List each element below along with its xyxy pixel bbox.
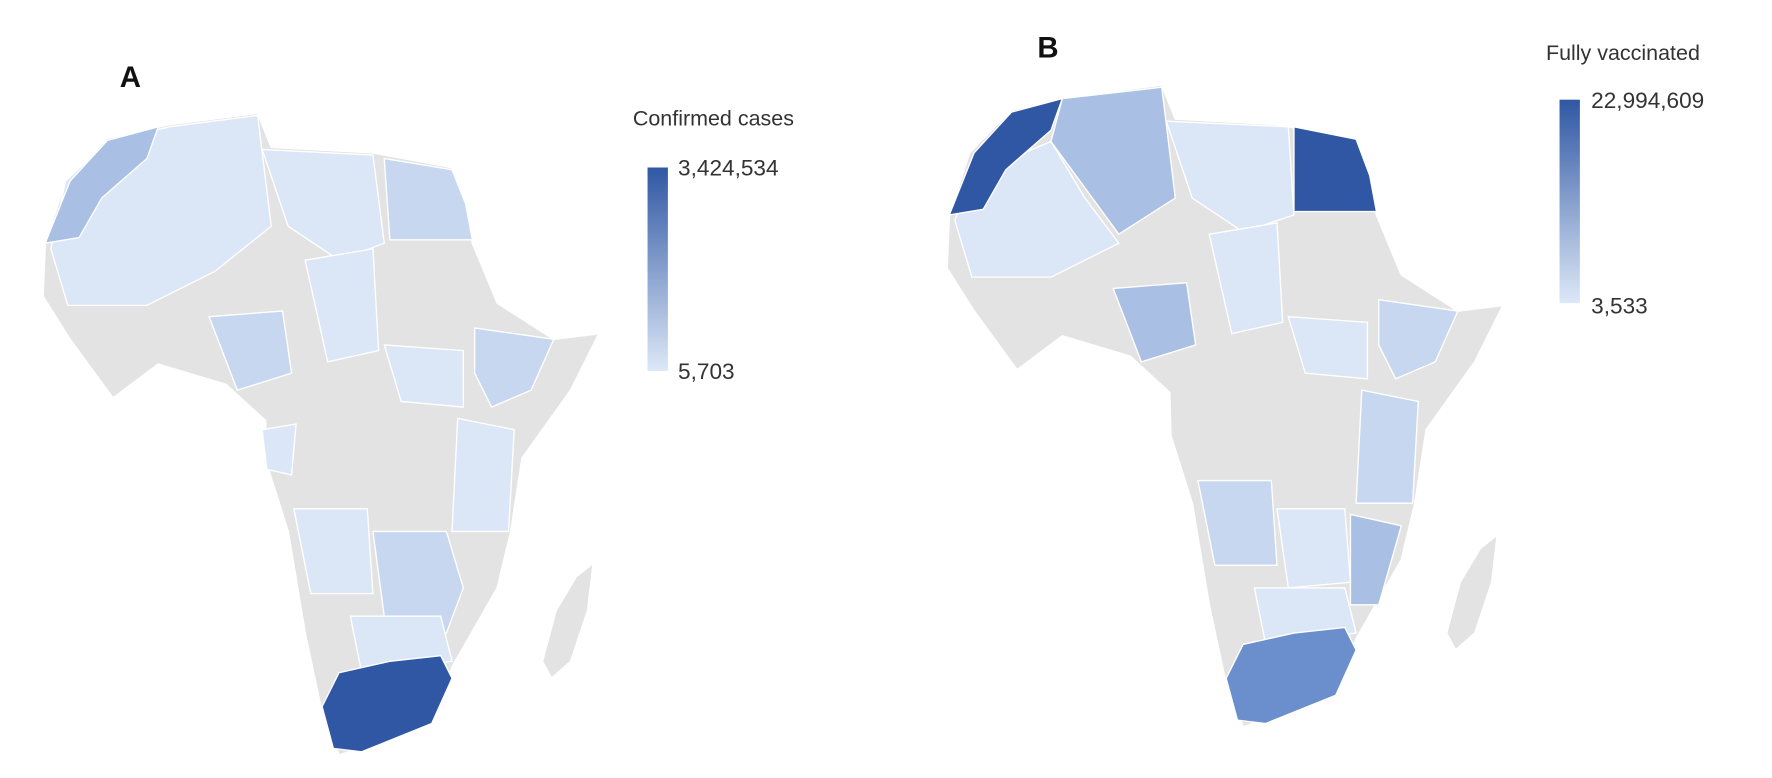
legend-max: 22,994,609 <box>1591 88 1704 113</box>
map-a <box>42 112 600 757</box>
legend-min: 5,703 <box>678 359 735 384</box>
legend-max: 3,424,534 <box>678 156 779 181</box>
color-scale <box>1559 99 1580 304</box>
color-scale <box>647 167 668 371</box>
legend-min: 3,533 <box>1591 294 1648 319</box>
panel-label: B <box>1037 32 1058 65</box>
panel-label: A <box>120 61 141 94</box>
legend-title: Fully vaccinated <box>1546 41 1700 65</box>
map-b <box>946 84 1504 728</box>
legend-title: Confirmed cases <box>633 107 794 131</box>
